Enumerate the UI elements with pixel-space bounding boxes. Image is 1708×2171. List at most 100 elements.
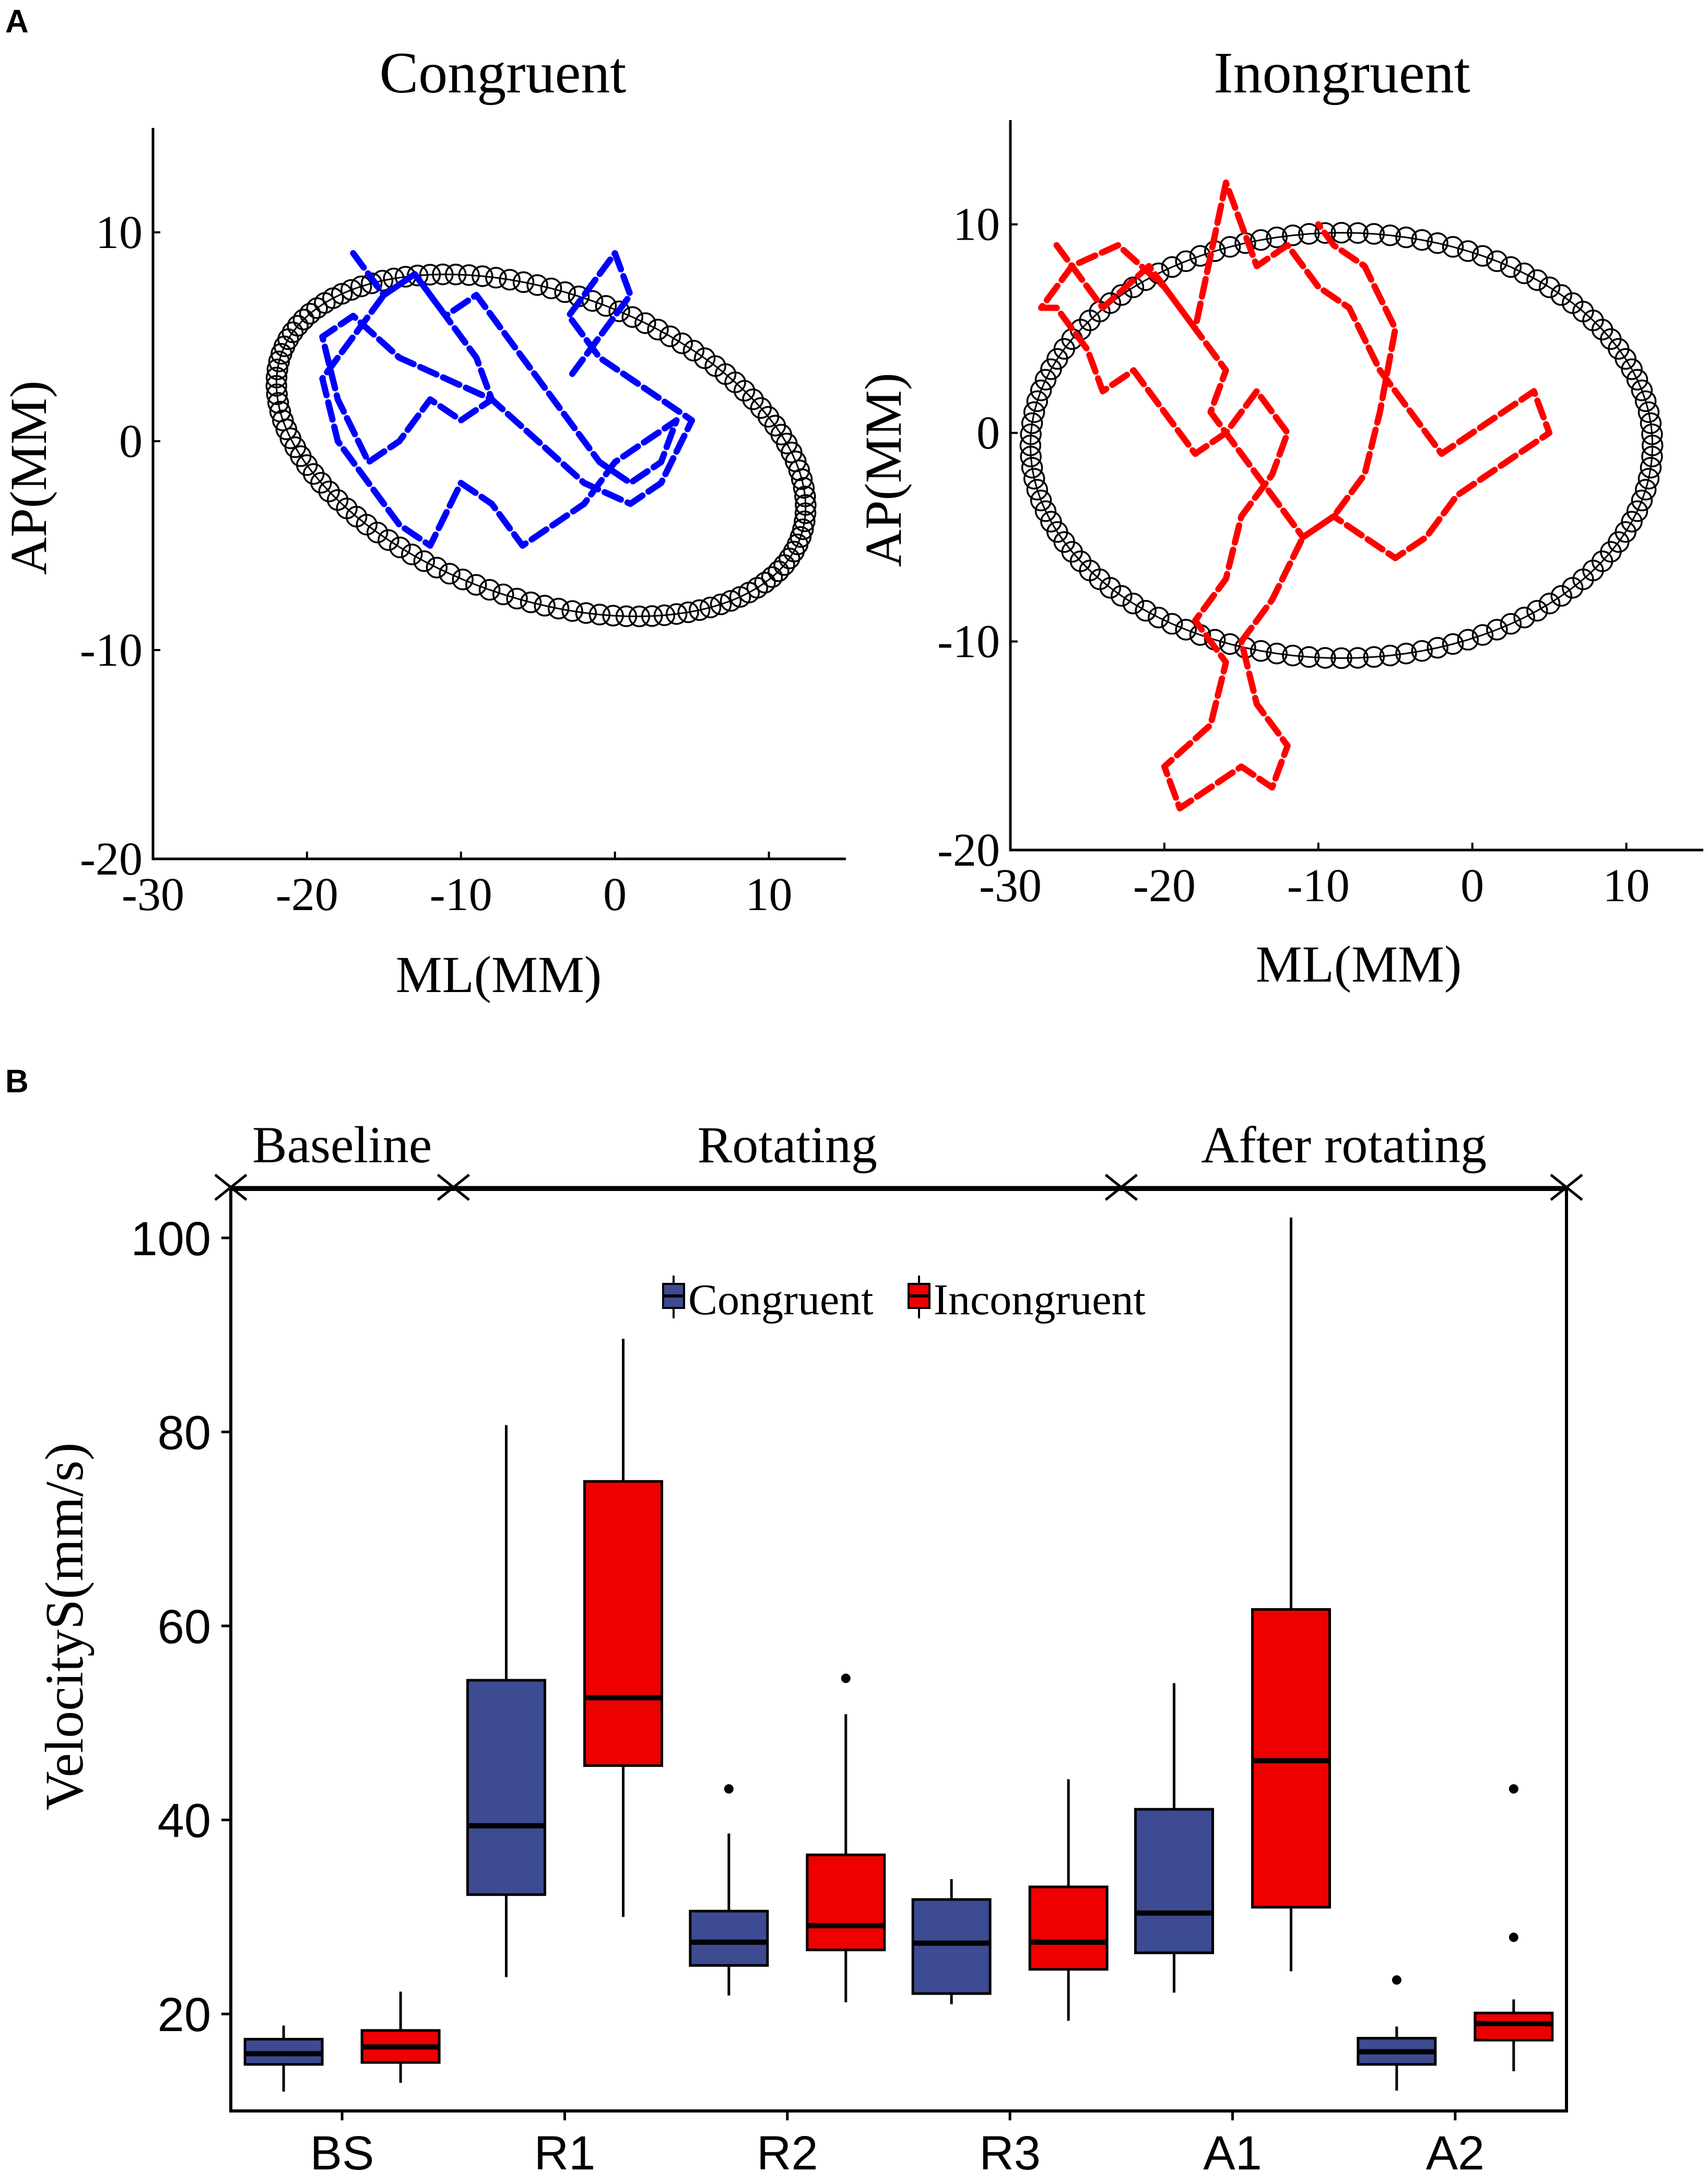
congruent-trajectory-line xyxy=(319,250,696,549)
incongruent-box xyxy=(1474,2011,1554,2042)
congruent-y-tick-label: 0 xyxy=(119,416,143,467)
congruent-ellipse-marker xyxy=(520,591,542,613)
congruent-outlier xyxy=(724,1784,734,1794)
category-label: A2 xyxy=(1426,2127,1485,2171)
incongruent-ellipse-marker xyxy=(1471,624,1494,646)
legend-label-incongruent: Incongruent xyxy=(934,1276,1146,1324)
incongruent-y-tick-label: 10 xyxy=(953,199,1000,251)
incongruent-x-tick-label: 10 xyxy=(1603,860,1650,912)
incongruent-ellipse-marker xyxy=(1046,348,1068,370)
incongruent-y-tick-label: -10 xyxy=(937,616,1000,668)
phase-arrowhead-left xyxy=(1564,1174,1583,1201)
phase-arrowhead-left xyxy=(1119,1174,1138,1201)
incongruent-ellipse-marker xyxy=(1500,256,1522,278)
incongruent-ellipse-marker xyxy=(1457,629,1479,651)
incongruent-scatter-plot: Inongruent ML(MM) AP(MM) -30 -20 -10 0 10 -2… xyxy=(854,41,1703,993)
incongruent-ellipse-marker xyxy=(1526,269,1548,291)
incongruent-ellipse-marker xyxy=(1023,468,1045,490)
congruent-outlier xyxy=(1392,1975,1401,1985)
congruent-ellipse-marker xyxy=(389,536,411,559)
incongruent-outlier xyxy=(841,1673,851,1683)
congruent-ellipse-marker xyxy=(608,300,630,322)
congruent-ellipse-marker xyxy=(310,471,332,494)
incongruent-ellipse-marker xyxy=(1626,500,1648,522)
incongruent-ellipse-marker xyxy=(1486,619,1508,641)
incongruent-x-tick-label: -20 xyxy=(1133,860,1196,912)
congruent-plot-title: Congruent xyxy=(380,41,627,105)
incongruent-ellipse-marker xyxy=(1471,245,1494,267)
congruent-ellipse-marker xyxy=(465,574,487,596)
congruent-ellipse-marker xyxy=(659,325,681,347)
congruent-ellipse-marker xyxy=(506,587,528,610)
congruent-ellipse-marker xyxy=(318,480,340,502)
incongruent-ellipse-marker xyxy=(1538,593,1561,615)
incongruent-y-axis-label: AP(MM) xyxy=(854,373,912,567)
congruent-box xyxy=(1134,1808,1214,1954)
congruent-ellipse-marker xyxy=(754,572,776,594)
congruent-ellipse-marker xyxy=(554,281,576,303)
category-label: BS xyxy=(310,2127,374,2171)
incongruent-ellipse-marker xyxy=(1634,390,1657,412)
congruent-ellipse-marker xyxy=(768,560,790,582)
congruent-ellipse-marker xyxy=(478,579,501,601)
congruent-ellipse-marker xyxy=(677,601,699,623)
incongruent-ellipse-marker xyxy=(1379,644,1401,667)
congruent-ellipse-marker xyxy=(699,596,722,619)
incongruent-ellipse-marker xyxy=(1500,613,1522,635)
phase-label: Rotating xyxy=(698,1116,877,1174)
incongruent-ellipse-marker xyxy=(1250,640,1272,662)
incongruent-ellipse-marker xyxy=(1030,379,1052,402)
incongruent-trajectory-line xyxy=(1038,179,1553,812)
incongruent-ellipse-marker xyxy=(1486,250,1508,273)
incongruent-ellipse-marker xyxy=(1282,644,1304,667)
incongruent-ellipse-marker xyxy=(1026,479,1049,501)
incongruent-ellipse-marker xyxy=(1640,456,1662,479)
congruent-ellipse-marker xyxy=(266,358,289,381)
congruent-ellipse-line xyxy=(275,273,807,618)
incongruent-ellipse-marker xyxy=(1023,401,1045,423)
incongruent-x-tick-label: 0 xyxy=(1460,860,1484,912)
incongruent-ellipse-marker xyxy=(1099,576,1122,599)
velocity-y-tick-label: 40 xyxy=(158,1795,211,1848)
incongruent-ellipse-marker xyxy=(1021,412,1043,434)
incongruent-ellipse-marker xyxy=(1148,606,1170,629)
congruent-ellipse-marker xyxy=(720,590,742,612)
incongruent-ellipse-marker xyxy=(1427,636,1448,659)
incongruent-ellipse-marker xyxy=(1513,606,1535,629)
congruent-ellipse-marker xyxy=(267,392,289,414)
congruent-ellipse-marker xyxy=(540,277,562,300)
congruent-ellipse-marker xyxy=(292,309,315,331)
incongruent-y-tick-label: 0 xyxy=(976,407,1000,459)
incongruent-ellipse-marker xyxy=(1379,224,1401,246)
incongruent-ellipse-marker xyxy=(1282,224,1304,246)
congruent-ellipse-marker xyxy=(792,518,814,540)
congruent-ellipse-marker xyxy=(575,602,597,624)
incongruent-ellipse-marker xyxy=(1030,489,1052,512)
incongruent-ellipse-marker xyxy=(1638,468,1660,490)
congruent-ellipse-marker xyxy=(794,510,816,533)
incongruent-ellipse-marker xyxy=(1442,633,1464,655)
congruent-y-tick-label: -10 xyxy=(80,624,143,676)
phase-arrowhead-left xyxy=(451,1174,470,1201)
congruent-ellipse-marker xyxy=(688,599,711,621)
incongruent-ellipse-marker xyxy=(1631,489,1653,512)
plot-frame xyxy=(229,1188,1568,2113)
phase-arrowhead-left xyxy=(228,1174,248,1201)
velocity-y-tick-label: 60 xyxy=(158,1600,211,1654)
congruent-ellipse-marker xyxy=(634,312,656,334)
incongruent-ellipse-marker xyxy=(1135,599,1157,622)
incongruent-ellipse-marker xyxy=(1266,642,1288,665)
incongruent-ellipse-marker xyxy=(1638,401,1660,423)
incongruent-ellipse-marker xyxy=(1550,284,1572,306)
congruent-ellipse-marker xyxy=(621,306,643,328)
congruent-ellipse-marker xyxy=(472,265,493,287)
category-label: R1 xyxy=(534,2127,596,2171)
congruent-x-tick-label: -10 xyxy=(430,869,492,921)
congruent-ellipse-marker xyxy=(710,593,732,616)
congruent-x-tick-label: 10 xyxy=(746,869,793,921)
congruent-ellipse-marker xyxy=(647,318,669,340)
incongruent-ellipse-marker xyxy=(1621,358,1643,380)
congruent-ellipse-marker xyxy=(671,332,693,355)
incongruent-ellipse-marker xyxy=(1111,284,1133,306)
